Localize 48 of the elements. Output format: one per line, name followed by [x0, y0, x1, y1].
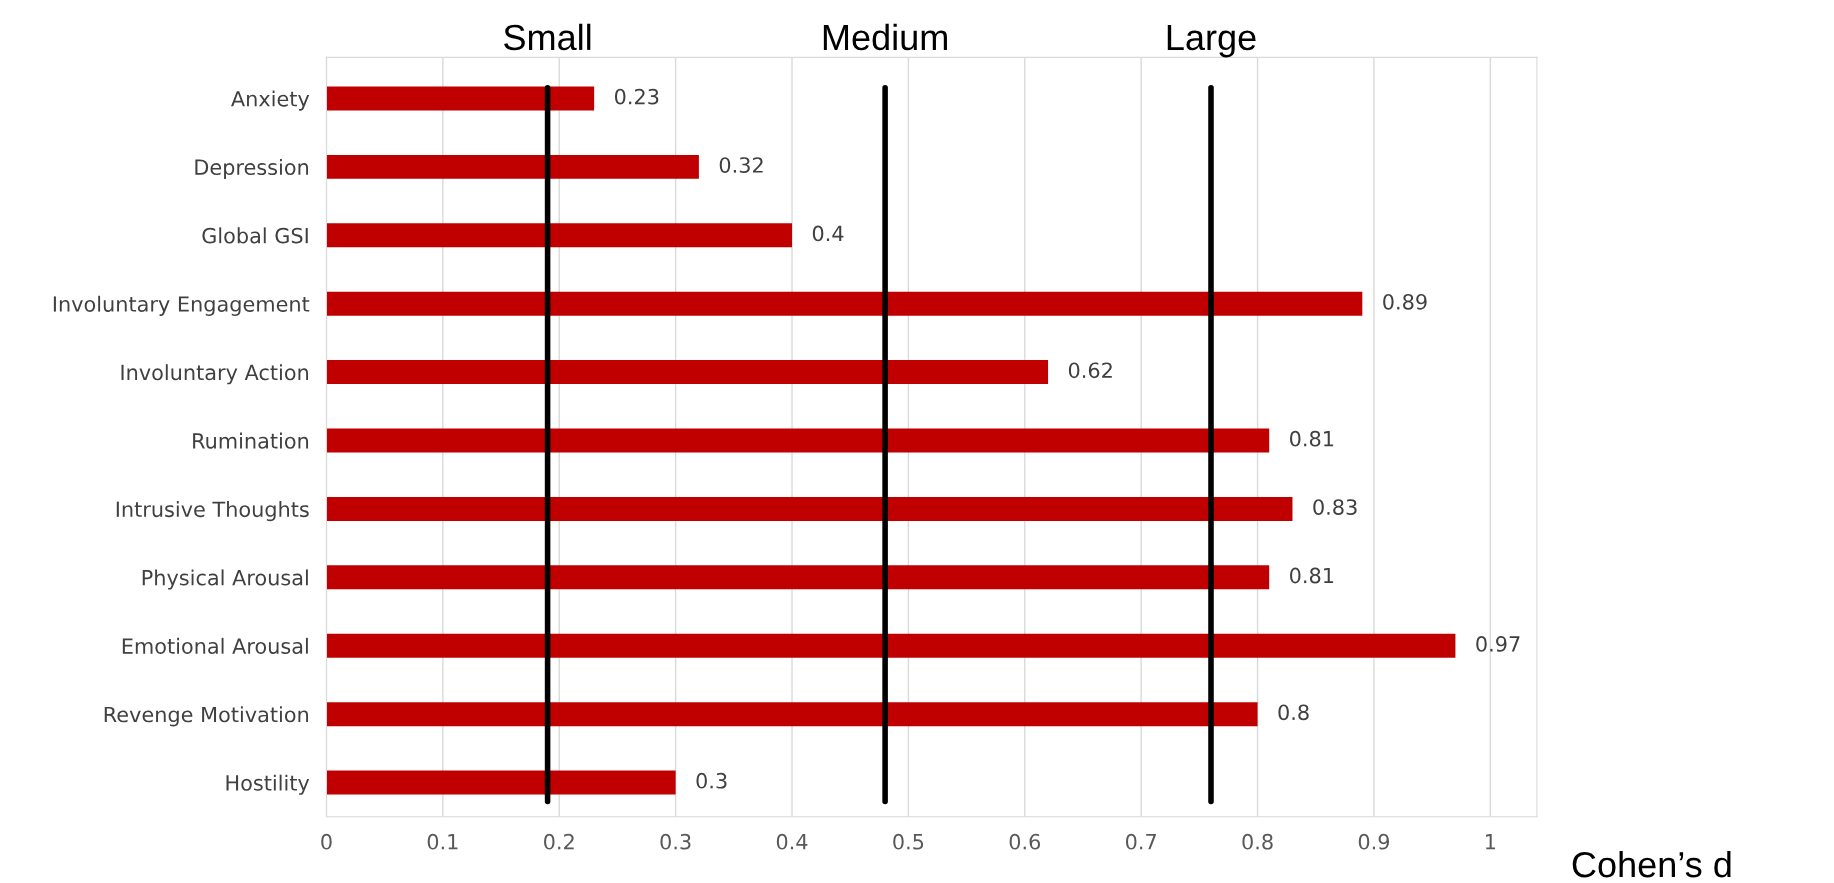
data-label: 0.83 [1313, 499, 1357, 515]
bar [326, 702, 1258, 727]
x-tick-label: 1 [1486, 834, 1496, 850]
bar [326, 154, 699, 179]
data-label: 0.23 [614, 88, 659, 105]
bar [326, 565, 1270, 590]
y-tick-label: Revenge Motivation [104, 706, 309, 727]
y-tick-label: Intrusive Thoughts [116, 501, 309, 522]
data-label: 0.8 [1278, 704, 1309, 721]
ref-line-label: Medium [823, 23, 947, 51]
y-tick-label: Physical Arousal [142, 569, 308, 590]
y-tick-label: Depression [195, 158, 309, 180]
x-tick-label: 0.1 [427, 833, 458, 850]
bar [326, 360, 1049, 385]
x-tick-label: 0.4 [776, 833, 808, 850]
x-tick-label: 0.2 [544, 833, 574, 850]
bar [326, 770, 676, 795]
ref-line-label: Small [504, 23, 591, 51]
data-label: 0.4 [812, 225, 844, 242]
x-axis-title: Cohen’s d [1572, 850, 1731, 878]
bar [326, 496, 1293, 521]
bar [326, 291, 1363, 316]
x-tick-label: 0.9 [1358, 833, 1390, 850]
data-label: 0.81 [1290, 567, 1334, 584]
y-tick-label: Involuntary Engagement [53, 295, 310, 316]
y-tick-label: Global GSI [202, 227, 308, 244]
data-label: 0.81 [1290, 430, 1334, 447]
bar [326, 223, 793, 248]
x-tick-label: 0.3 [660, 833, 691, 850]
y-tick-label: Emotional Arousal [122, 637, 308, 654]
y-tick-label: Involuntary Action [121, 364, 309, 385]
x-tick-label: 0.7 [1125, 833, 1156, 850]
x-tick-label: 0 [321, 833, 332, 850]
x-tick-label: 0.6 [1009, 833, 1041, 850]
data-label: 0.62 [1068, 362, 1112, 379]
bar [326, 633, 1456, 658]
bar [326, 428, 1270, 453]
ref-line-label: Large [1167, 25, 1256, 58]
y-tick-label: Rumination [193, 432, 309, 449]
y-tick-label: Hostility [226, 774, 310, 795]
bar [326, 86, 595, 111]
x-tick-label: 0.8 [1242, 833, 1273, 850]
data-label: 0.32 [719, 157, 763, 173]
y-tick-label: Anxiety [231, 90, 310, 111]
x-tick-label: 0.5 [893, 833, 924, 850]
data-label: 0.3 [696, 772, 727, 789]
data-label: 0.97 [1476, 636, 1520, 652]
data-label: 0.89 [1383, 293, 1427, 310]
